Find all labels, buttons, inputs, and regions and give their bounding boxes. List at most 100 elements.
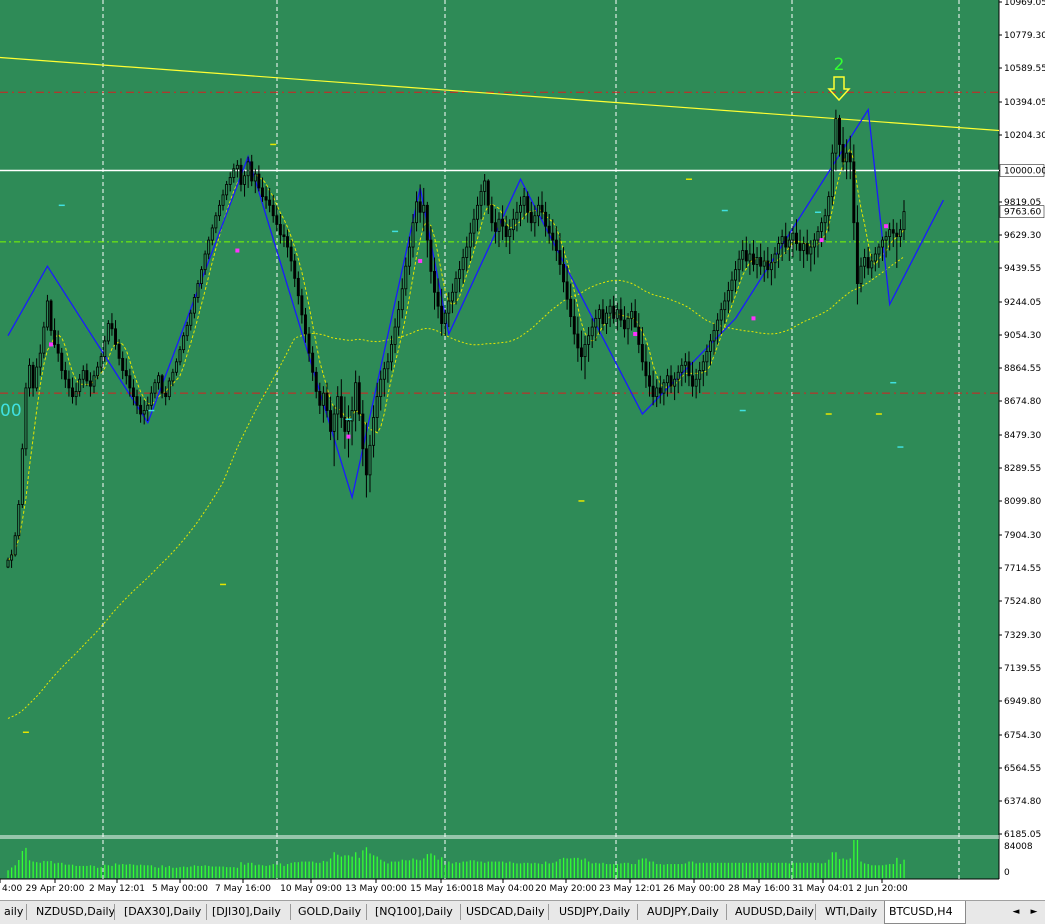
candle	[217, 200, 221, 221]
volume-bar	[659, 864, 661, 878]
signal-dot	[751, 316, 756, 321]
candle-body	[379, 378, 383, 398]
candle-body	[28, 364, 31, 389]
chart-area[interactable]: 2 00 10969.05 10779.30 10589.55 10394.05 10204…	[0, 0, 1045, 900]
tab-usdcad[interactable]: USDCAD,Daily	[466, 905, 545, 918]
candle-body	[723, 300, 727, 311]
volume-bar	[684, 863, 687, 878]
candle-body	[569, 298, 573, 318]
candle	[60, 347, 64, 380]
candle-body	[522, 196, 526, 206]
candle	[622, 306, 626, 338]
candle	[540, 191, 544, 220]
candle-body	[741, 250, 745, 260]
volume-bar	[172, 867, 174, 878]
candle-body	[239, 164, 243, 185]
candle	[795, 219, 798, 251]
volume-bar	[595, 862, 597, 878]
candle	[325, 382, 329, 418]
tab-wti[interactable]: WTI,Daily	[825, 905, 878, 918]
volume-bar	[727, 862, 730, 878]
candle-body	[56, 344, 60, 354]
candle	[572, 299, 576, 345]
candle-body	[88, 380, 92, 387]
candle-body	[189, 312, 193, 326]
candle	[368, 434, 372, 493]
candle	[838, 114, 841, 157]
candle	[286, 229, 290, 258]
candle-body	[461, 257, 465, 271]
time-tick-label: 31 May 04:01	[792, 884, 854, 894]
volume-bar	[175, 867, 178, 878]
volume-bar	[670, 864, 672, 878]
candle-body	[45, 300, 49, 328]
volume-bar	[383, 861, 386, 878]
candle-body	[576, 333, 580, 349]
price-tick-label: 9054.30	[1004, 331, 1041, 341]
candle-body	[898, 229, 902, 238]
candle-body	[476, 204, 479, 220]
volume-bar	[114, 863, 117, 878]
slow-moving-average	[7, 256, 905, 719]
candle-body	[418, 201, 422, 213]
candle	[716, 313, 720, 345]
volume-bar	[286, 864, 289, 878]
candle-body	[454, 277, 458, 293]
volume-bar	[322, 860, 325, 878]
tab-dji30[interactable]: [DJI30],Daily	[212, 905, 281, 918]
volume-bar	[892, 864, 894, 878]
candle-body	[655, 387, 659, 398]
candle	[601, 299, 605, 331]
price-tick-label: 7139.55	[1004, 664, 1041, 674]
price-tick-label: 8099.80	[1004, 497, 1041, 507]
signal-dot	[884, 224, 889, 229]
candle	[665, 368, 669, 397]
volume-bar	[760, 862, 762, 878]
candle	[210, 224, 214, 246]
tab-audjpy[interactable]: AUDJPY,Daily	[647, 905, 719, 918]
tab-dax30[interactable]: [DAX30],Daily	[124, 905, 202, 918]
volume-bar	[738, 862, 740, 878]
volume-bar	[473, 860, 475, 878]
candle	[888, 222, 892, 251]
candle	[450, 283, 454, 314]
volume-bar	[494, 861, 497, 878]
volume-bar	[419, 860, 421, 878]
candle-body	[10, 554, 14, 561]
candle-body	[354, 382, 358, 411]
volume-bar	[233, 867, 235, 878]
tab-scroll-right-icon[interactable]: ►	[1030, 907, 1038, 917]
signal-dot	[49, 342, 54, 347]
candle	[812, 233, 816, 265]
volume-bar	[405, 860, 407, 878]
tab-nzdusd[interactable]: NZDUSD,Daily	[36, 905, 116, 918]
tab-daily-partial[interactable]: aily	[4, 905, 24, 918]
price-chart[interactable]: 2 00 10969.05 10779.30 10589.55 10394.05 10204…	[0, 0, 1045, 900]
tab-btcusd-active[interactable]: BTCUSD,H4	[884, 901, 966, 924]
volume-bar	[656, 864, 658, 878]
tab-gold[interactable]: GOLD,Daily	[298, 905, 362, 918]
candle-body	[630, 310, 634, 319]
candle	[390, 335, 393, 371]
candle	[260, 177, 264, 202]
volume-bar	[835, 852, 837, 878]
volume-bar	[767, 862, 769, 878]
candle	[379, 370, 383, 411]
candle-body	[407, 246, 411, 267]
candle	[511, 208, 515, 241]
candle-body	[207, 239, 211, 255]
candle	[20, 443, 24, 508]
price-tick-label: 10204.30	[1004, 131, 1045, 141]
tab-nq100[interactable]: [NQ100],Daily	[375, 905, 453, 918]
volume-bar	[709, 862, 712, 878]
candle	[232, 163, 236, 183]
volume-bar	[276, 864, 278, 878]
candle-body	[759, 257, 763, 267]
volume-bar	[415, 859, 418, 878]
tab-scroll-left-icon[interactable]: ◄	[1012, 907, 1020, 917]
volume-bar	[731, 862, 733, 878]
tab-audusd[interactable]: AUDUSD,Daily	[735, 905, 814, 918]
tab-usdjpy[interactable]: USDJPY,Daily	[559, 905, 631, 918]
price-tick-label: 9439.55	[1004, 264, 1041, 274]
volume-bar	[369, 853, 371, 878]
